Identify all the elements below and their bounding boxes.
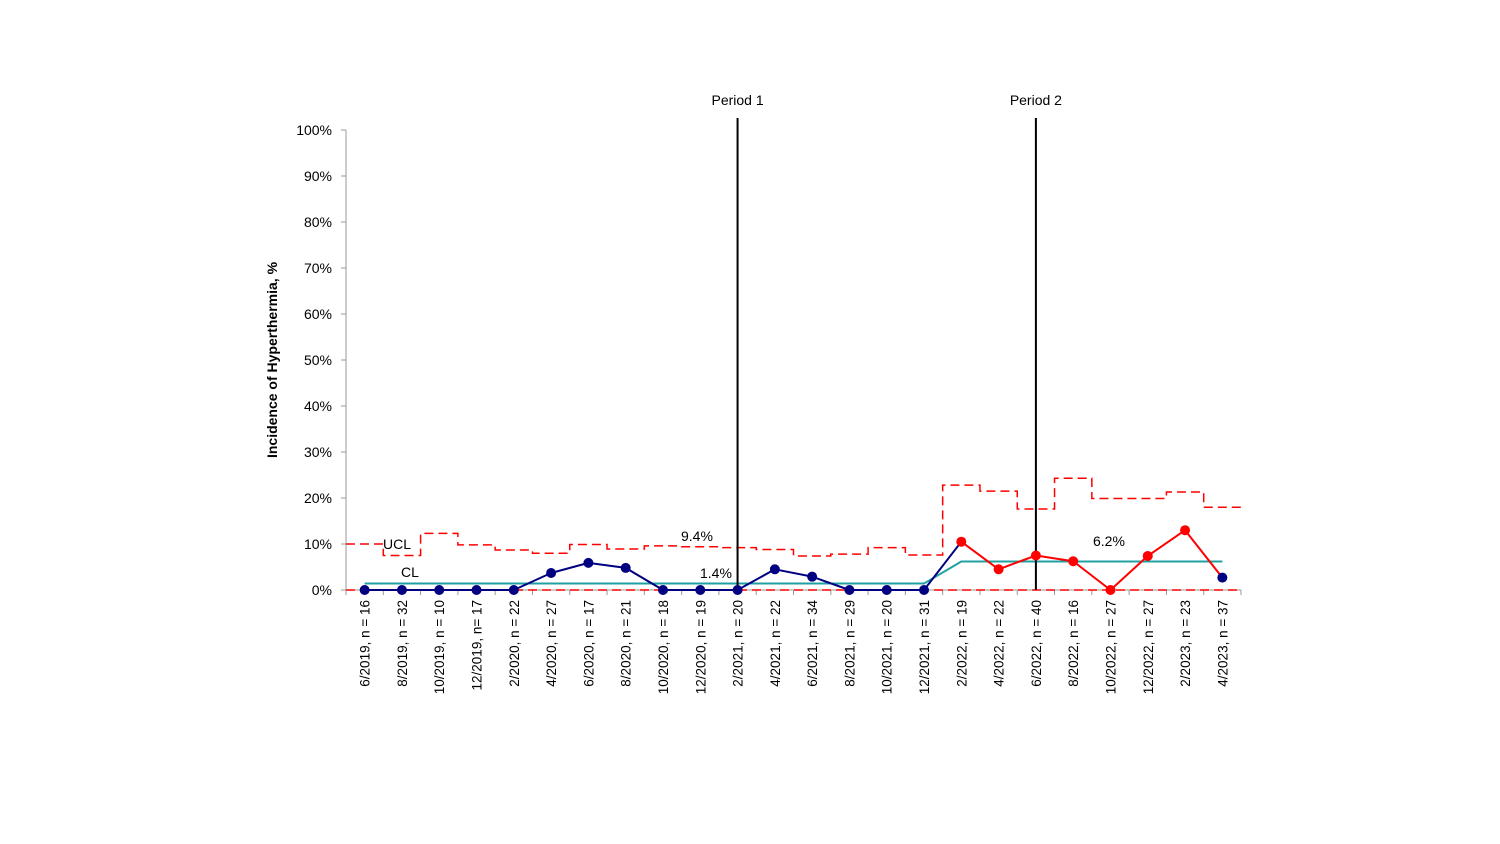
x-tick-label: 6/2022, n = 40 xyxy=(1029,600,1044,687)
x-tick-label: 10/2020, n = 18 xyxy=(656,600,671,694)
data-point xyxy=(956,536,967,547)
data-point xyxy=(807,571,818,582)
series-segment xyxy=(588,561,626,569)
data-point xyxy=(434,585,445,595)
x-tick-label: 10/2022, n = 27 xyxy=(1103,600,1118,694)
series-segment xyxy=(1109,555,1149,591)
period1-ucl-value: 9.4% xyxy=(681,528,713,544)
data-point xyxy=(359,585,370,595)
y-tick-label: 20% xyxy=(304,490,332,506)
data-point xyxy=(919,585,930,595)
control-limits xyxy=(346,477,1241,591)
center-line xyxy=(364,560,1223,585)
annotations: UCL CL 9.4% 1.4% 6.2% xyxy=(383,528,1125,581)
x-tick-label: 4/2022, n = 22 xyxy=(992,600,1007,687)
data-point xyxy=(1142,550,1153,561)
x-tick-label: 8/2021, n = 29 xyxy=(842,600,857,687)
data-point xyxy=(769,564,780,575)
data-point xyxy=(993,564,1004,575)
data-point xyxy=(471,585,482,595)
x-tick-label: 4/2021, n = 22 xyxy=(768,600,783,687)
data-point xyxy=(1030,550,1041,561)
x-tick-label: 10/2021, n = 20 xyxy=(880,600,895,694)
y-tick-label: 0% xyxy=(312,582,332,598)
series-segment xyxy=(513,572,552,591)
x-tick-label: 12/2022, n = 27 xyxy=(1141,600,1156,694)
series-segment xyxy=(1035,554,1074,563)
data-point xyxy=(881,585,892,595)
data-point xyxy=(1180,525,1191,536)
y-tick-label: 90% xyxy=(304,168,332,184)
series-segment xyxy=(1184,529,1224,579)
series-segment xyxy=(625,567,664,591)
period1-cl-value: 1.4% xyxy=(700,565,732,581)
series-segment xyxy=(737,568,776,591)
y-tick-label: 30% xyxy=(304,444,332,460)
x-tick-label: 10/2019, n = 10 xyxy=(432,600,447,694)
data-point xyxy=(396,585,407,595)
x-tick-label: 2/2022, n = 19 xyxy=(954,600,969,687)
x-tick-label: 2/2020, n = 22 xyxy=(507,600,522,687)
series-segment xyxy=(550,561,589,574)
x-tick-label: 8/2019, n = 32 xyxy=(395,600,410,687)
x-tick-label: 12/2020, n = 19 xyxy=(693,600,708,694)
phase-label-2: Period 2 xyxy=(1010,92,1062,108)
y-tick-labels: 0% 10% 20% 30% 40% 50% 60% 70% 80% 90% 100% xyxy=(296,122,346,598)
data-point xyxy=(732,585,743,595)
x-tick-label: 12/2019, n= 17 xyxy=(470,600,485,690)
y-tick-label: 60% xyxy=(304,306,332,322)
phase-label-1: Period 1 xyxy=(711,92,763,108)
y-tick-label: 100% xyxy=(296,122,332,138)
cl-label: CL xyxy=(401,564,419,580)
x-tick-label: 6/2021, n = 34 xyxy=(805,600,820,687)
x-category-labels: 6/2019, n = 16 8/2019, n = 32 10/2019, n =… xyxy=(358,600,1231,695)
y-axis-label: Incidence of Hyperthermia, % xyxy=(264,261,280,458)
x-tick-label: 2/2023, n = 23 xyxy=(1178,600,1193,687)
series-segment xyxy=(923,541,963,591)
series-segment xyxy=(960,540,1000,571)
y-tick-label: 70% xyxy=(304,260,332,276)
data-point xyxy=(620,562,631,573)
phase-lines: Period 1 Period 2 xyxy=(711,92,1062,590)
observed-series xyxy=(359,525,1228,595)
ucl-line xyxy=(346,477,1241,557)
x-tick-label: 8/2022, n = 16 xyxy=(1066,600,1081,687)
data-point xyxy=(546,567,557,578)
series-segment xyxy=(1072,560,1112,591)
x-tick-label: 2/2021, n = 20 xyxy=(731,600,746,687)
data-point xyxy=(1105,585,1116,595)
data-point xyxy=(657,585,668,595)
x-tick-label: 6/2019, n = 16 xyxy=(358,600,373,687)
series-segment xyxy=(811,575,850,591)
x-tick-label: 4/2020, n = 27 xyxy=(544,600,559,687)
x-tick-label: 4/2023, n = 37 xyxy=(1215,600,1230,687)
y-tick-label: 10% xyxy=(304,536,332,552)
y-tick-label: 50% xyxy=(304,352,332,368)
data-point xyxy=(1068,556,1079,567)
x-tick-label: 12/2021, n = 31 xyxy=(917,600,932,694)
y-tick-label: 40% xyxy=(304,398,332,414)
center-line-group xyxy=(364,560,1223,585)
data-point xyxy=(844,585,855,595)
data-point xyxy=(695,585,706,595)
series-segment xyxy=(1147,529,1186,557)
ucl-label: UCL xyxy=(383,536,411,552)
period2-cl-value: 6.2% xyxy=(1093,533,1125,549)
data-point xyxy=(583,557,594,568)
series-segment xyxy=(774,568,813,578)
x-tick-label: 8/2020, n = 21 xyxy=(619,600,634,687)
data-point xyxy=(1217,572,1228,583)
y-tick-label: 80% xyxy=(304,214,332,230)
x-tick-label: 6/2020, n = 17 xyxy=(581,600,596,687)
series-segment xyxy=(998,554,1037,571)
data-point xyxy=(508,585,519,595)
axes xyxy=(345,130,1242,595)
